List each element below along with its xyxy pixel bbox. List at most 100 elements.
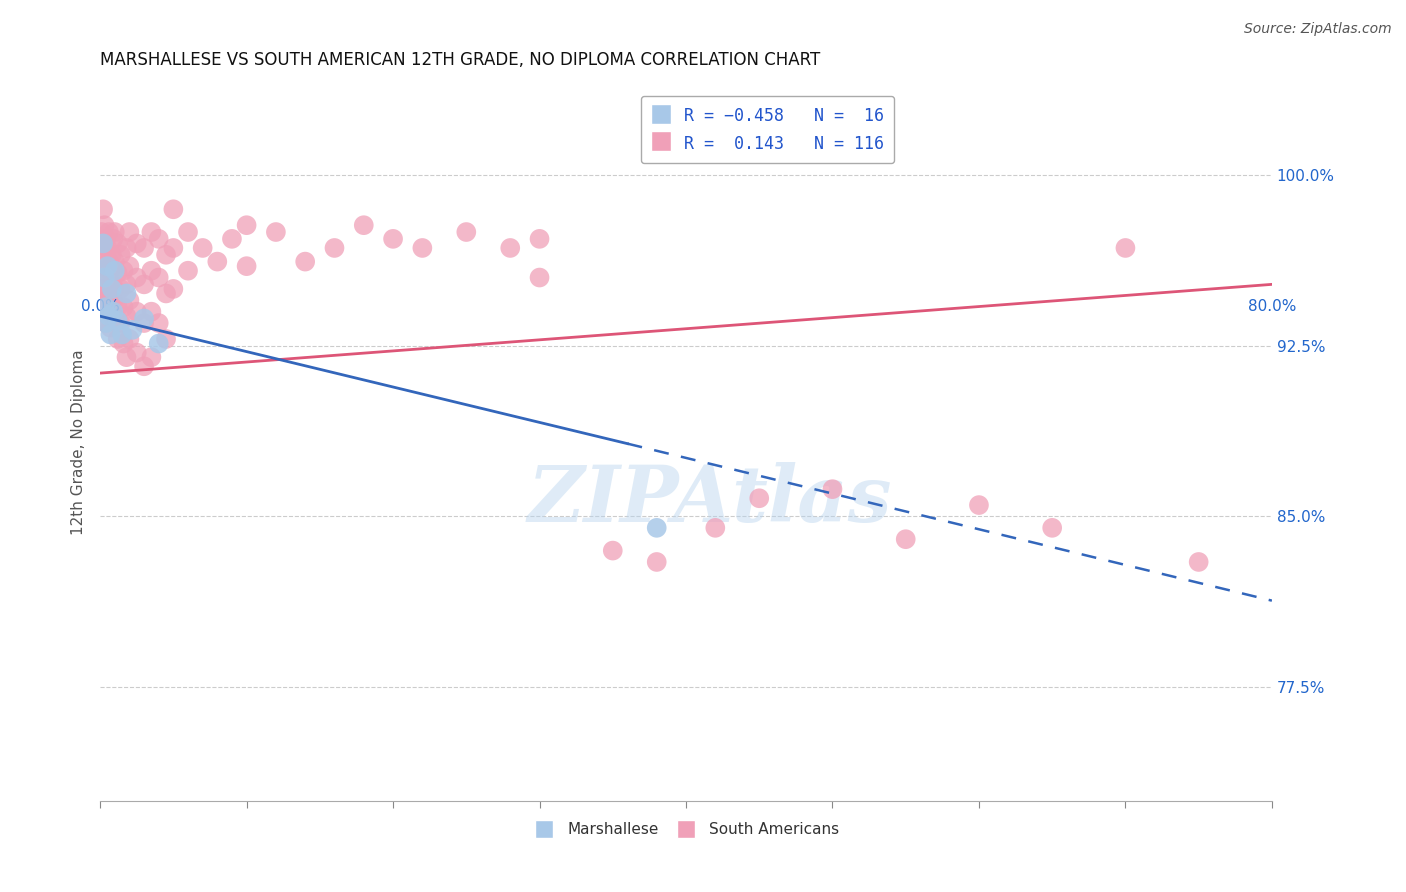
Point [207,254,229,268]
Point [748,491,770,506]
Point [118,332,141,346]
Point [602,543,624,558]
Point [104,225,127,239]
Point [104,263,127,277]
Point [132,316,155,330]
Legend: Marshallese, South Americans: Marshallese, South Americans [526,816,845,844]
Point [110,248,132,262]
Point [101,282,124,296]
Point [110,316,132,330]
Point [264,225,287,239]
Point [104,254,127,268]
Point [118,293,141,308]
Point [323,241,346,255]
Point [112,336,135,351]
Point [148,336,170,351]
Text: 0.0%: 0.0% [80,299,120,314]
Point [162,282,184,296]
Point [100,291,122,305]
Point [645,521,668,535]
Point [115,241,138,255]
Point [191,241,214,255]
Point [529,270,551,285]
Point [141,304,163,318]
Point [132,241,155,255]
Point [103,304,125,318]
Point [894,532,917,546]
Point [101,277,124,292]
Point [90,225,112,239]
Point [93,300,115,314]
Point [91,236,114,251]
Point [107,300,129,314]
Point [110,282,132,296]
Point [141,350,163,364]
Point [96,259,118,273]
Point [1040,521,1063,535]
Point [235,218,257,232]
Point [93,270,115,285]
Point [112,300,135,314]
Point [115,310,138,324]
Point [177,225,200,239]
Point [104,282,127,296]
Point [96,268,118,283]
Point [104,314,127,328]
Point [115,277,138,292]
Point [118,259,141,273]
Point [107,236,129,251]
Point [125,304,148,318]
Point [1114,241,1136,255]
Point [411,241,433,255]
Point [141,263,163,277]
Point [96,241,118,255]
Point [111,327,134,342]
Point [148,232,170,246]
Point [115,286,138,301]
Point [91,236,114,251]
Text: Source: ZipAtlas.com: Source: ZipAtlas.com [1244,22,1392,37]
Point [162,241,184,255]
Point [101,248,124,262]
Point [235,259,257,273]
Point [93,218,115,232]
Point [148,270,170,285]
Point [91,202,114,217]
Point [90,241,112,255]
Point [155,248,177,262]
Point [1188,555,1211,569]
Point [97,282,120,296]
Point [125,270,148,285]
Point [141,225,163,239]
Point [121,323,143,337]
Point [107,314,129,328]
Point [125,345,148,359]
Point [148,316,170,330]
Point [94,259,117,273]
Point [100,263,122,277]
Point [107,266,129,280]
Point [115,350,138,364]
Point [97,310,120,324]
Point [91,259,114,273]
Point [118,225,141,239]
Point [103,232,125,246]
Point [94,300,117,314]
Point [499,241,522,255]
Point [382,232,405,246]
Point [155,332,177,346]
Point [294,254,316,268]
Point [97,310,120,324]
Point [90,263,112,277]
Point [162,202,184,217]
Point [100,320,122,334]
Point [132,277,155,292]
Point [97,225,120,239]
Point [94,232,117,246]
Point [456,225,478,239]
Point [94,316,117,330]
Point [704,521,727,535]
Point [107,332,129,346]
Point [94,286,117,301]
Point [103,293,125,308]
